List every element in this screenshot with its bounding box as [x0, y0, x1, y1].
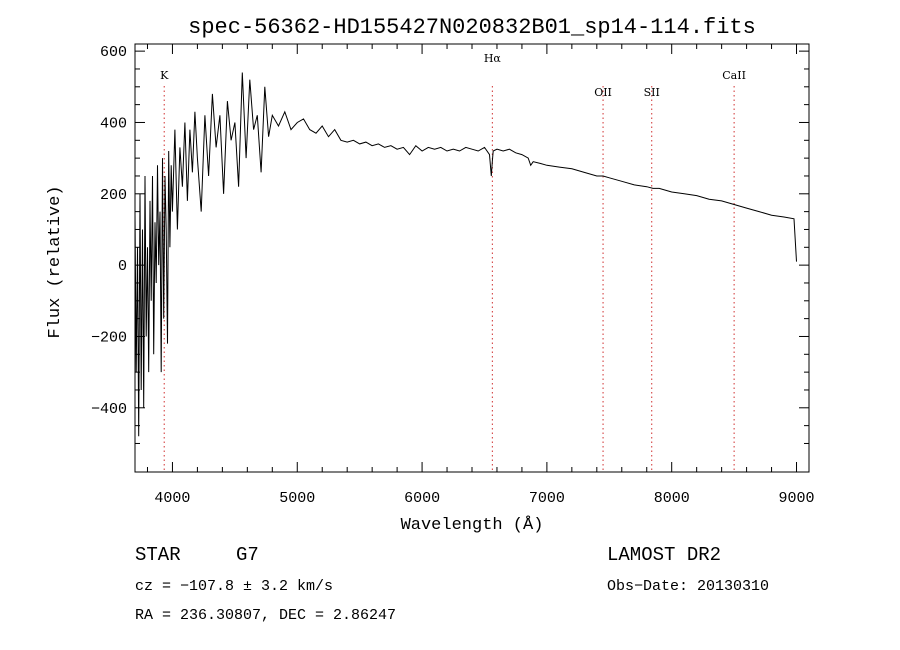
marker-label: CaII	[722, 69, 746, 82]
plot-frame	[134, 43, 810, 473]
y-tick-label: 0	[118, 258, 127, 275]
survey-name: LAMOST DR2	[607, 544, 721, 566]
x-tick-label: 4000	[154, 490, 190, 507]
redshift-value: cz = −107.8 ± 3.2 km/s	[135, 578, 333, 595]
y-axis-label: Flux (relative)	[46, 185, 65, 338]
spectrum-series	[134, 72, 797, 437]
observation-date: Obs−Date: 20130310	[607, 578, 769, 595]
y-tick-label: 600	[100, 44, 127, 61]
marker-label: SII	[644, 86, 660, 99]
x-tick-label: 9000	[779, 490, 815, 507]
chart-title: spec-56362-HD155427N020832B01_sp14-114.f…	[188, 15, 756, 40]
y-tick-label: 400	[100, 115, 127, 132]
coordinates: RA = 236.30807, DEC = 2.86247	[135, 607, 396, 624]
marker-label: K	[160, 69, 169, 82]
x-tick-label: 6000	[404, 490, 440, 507]
y-tick-label: −200	[91, 329, 127, 346]
marker-label: Hα	[484, 52, 502, 65]
object-subclass: G7	[236, 544, 259, 566]
x-axis-label: Wavelength (Å)	[401, 516, 544, 535]
object-class: STAR	[135, 544, 181, 566]
marker-lines: K Hα OII SII CaII	[160, 52, 746, 472]
y-tick-label: 200	[100, 187, 127, 204]
y-tick-label: −400	[91, 401, 127, 418]
axes: 4000 5000 6000 7000 8000 9000 −400 −200 0 200 400 6…	[91, 43, 815, 507]
spectrum-line	[134, 72, 797, 437]
marker-label: OII	[594, 86, 612, 99]
x-tick-label: 7000	[529, 490, 565, 507]
x-tick-label: 8000	[654, 490, 690, 507]
x-tick-label: 5000	[279, 490, 315, 507]
